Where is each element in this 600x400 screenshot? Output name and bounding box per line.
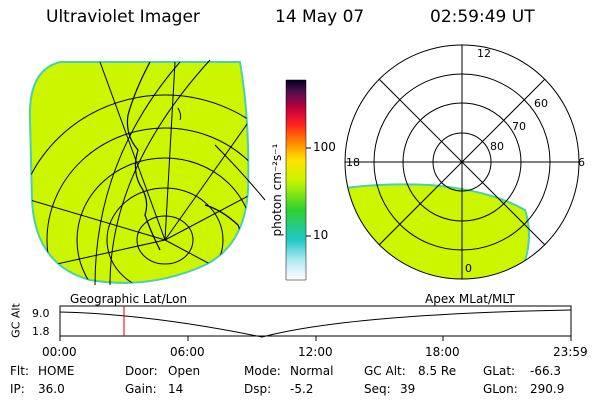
mlat-label-70: 70 (512, 120, 526, 133)
mode-value: Normal (290, 364, 334, 378)
dsp-label: Dsp: (244, 382, 272, 396)
mlt-label-18: 18 (346, 156, 360, 169)
ip-value: 36.0 (38, 382, 65, 396)
geo-caption: Geographic Lat/Lon (70, 292, 188, 306)
app-title: Ultraviolet Imager (46, 7, 200, 27)
dsp-value: -5.2 (290, 382, 314, 396)
door-label: Door: (125, 364, 158, 378)
glon-label: GLon: (483, 382, 518, 396)
glat-value: -66.3 (530, 364, 562, 378)
altitude-ytick-low: 1.8 (32, 325, 50, 338)
mode-label: Mode: (244, 364, 281, 378)
colorbar-ticks (306, 147, 311, 237)
polar-plot (344, 44, 580, 280)
mlt-label-0: 0 (465, 262, 472, 275)
gain-value: 14 (168, 382, 184, 396)
colorbar (285, 79, 307, 281)
mlt-label-12: 12 (477, 47, 491, 60)
apex-caption: Apex MLat/MLT (425, 292, 515, 306)
altitude-ytick-high: 9.0 (32, 307, 50, 320)
xtick-0600: 06:00 (170, 345, 205, 359)
xtick-2359: 23:59 (553, 345, 588, 359)
geographic-image (28, 59, 266, 286)
colorbar-tick-10: 10 (313, 228, 329, 242)
gain-label: Gain: (125, 382, 157, 396)
colorbar-tick-100: 100 (313, 140, 336, 154)
ip-label: IP: (10, 382, 25, 396)
xtick-0000: 00:00 (42, 345, 77, 359)
seq-value: 39 (400, 382, 416, 396)
mlt-label-6: 6 (578, 156, 585, 169)
xtick-1200: 12:00 (298, 345, 333, 359)
mlat-label-80: 80 (490, 140, 504, 153)
glat-label: GLat: (483, 364, 516, 378)
glon-value: 290.9 (530, 382, 565, 396)
time-display: 02:59:49 UT (430, 7, 535, 27)
flt-label: Flt: (10, 364, 29, 378)
door-value: Open (168, 364, 201, 378)
date-display: 14 May 07 (275, 7, 365, 27)
mlat-label-60: 60 (534, 97, 548, 110)
xtick-1800: 18:00 (425, 345, 460, 359)
seq-label: Seq: (364, 382, 391, 396)
flt-value: HOME (38, 364, 75, 378)
altitude-plot (59, 305, 572, 341)
gcalt-value: 8.5 Re (418, 364, 457, 378)
colorbar-unit-label: photon cm⁻²s⁻¹ (270, 143, 284, 237)
altitude-ylabel: GC Alt (9, 303, 23, 338)
gcalt-label: GC Alt: (364, 364, 406, 378)
